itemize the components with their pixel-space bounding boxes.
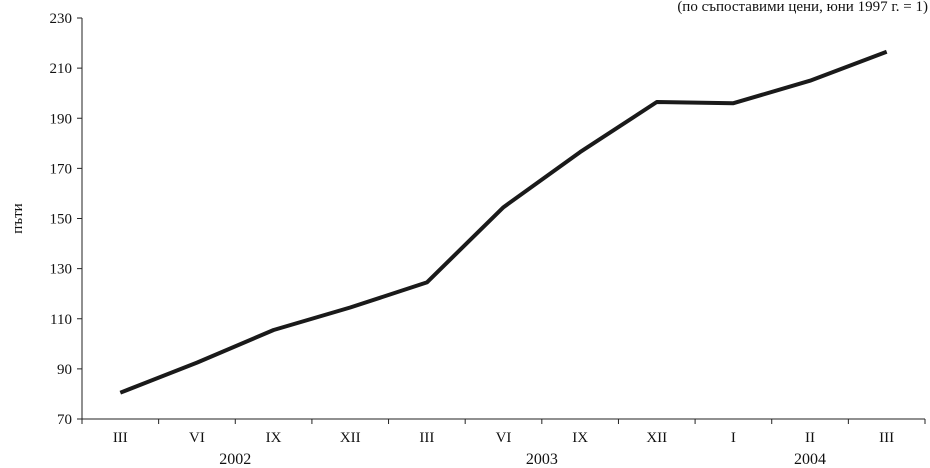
x-tick-label: IX <box>266 430 282 446</box>
y-tick-label: 110 <box>50 312 72 328</box>
x-tick-label: III <box>879 430 894 446</box>
y-tick-label: 190 <box>50 111 73 127</box>
y-tick-label: 70 <box>57 412 72 428</box>
x-year-label: 2004 <box>794 451 826 468</box>
x-tick-label: II <box>805 430 815 446</box>
x-tick-label: III <box>113 430 128 446</box>
x-tick-label: III <box>419 430 434 446</box>
x-tick-label: XII <box>340 430 361 446</box>
x-tick-label: IX <box>572 430 588 446</box>
x-year-label: 2002 <box>219 451 251 468</box>
series-line <box>119 49 888 395</box>
y-tick-label: 230 <box>50 11 73 27</box>
chart-subtitle: (по съпоставими цени, юни 1997 г. = 1) <box>677 0 928 15</box>
y-tick-label: 150 <box>50 212 73 228</box>
y-axis-label: пъти <box>10 203 26 233</box>
x-tick-label: I <box>731 430 736 446</box>
x-tick-label: VI <box>496 430 512 446</box>
y-tick-label: 170 <box>50 161 73 177</box>
x-tick-label: XII <box>646 430 667 446</box>
y-tick-label: 90 <box>57 362 72 378</box>
y-tick-label: 210 <box>50 61 73 77</box>
y-tick-label: 130 <box>50 262 73 278</box>
x-tick-label: VI <box>189 430 205 446</box>
x-year-label: 2003 <box>526 451 558 468</box>
